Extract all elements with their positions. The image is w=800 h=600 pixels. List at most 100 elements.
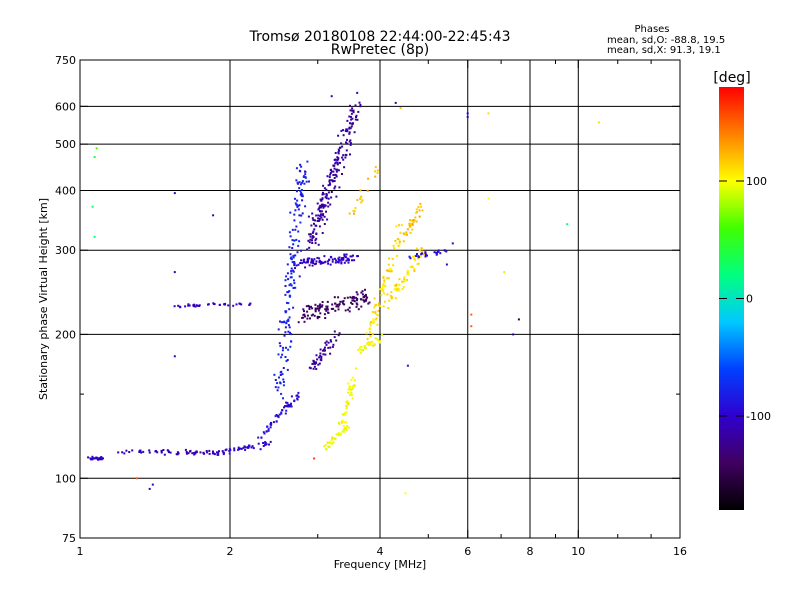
echo-point	[311, 231, 314, 234]
echo-point	[300, 189, 303, 191]
echo-point	[331, 180, 334, 183]
echo-point	[319, 354, 322, 357]
echo-point	[314, 224, 317, 227]
echo-point	[314, 242, 317, 245]
echo-point	[331, 437, 334, 440]
echo-point	[301, 181, 304, 184]
echo-point	[353, 300, 356, 303]
echo-point	[350, 115, 352, 118]
echo-point	[336, 260, 339, 263]
echo-point	[239, 302, 241, 305]
echo-point	[320, 203, 323, 206]
echo-point	[327, 341, 330, 344]
echo-point	[290, 258, 293, 261]
echo-point	[299, 190, 302, 192]
echo-point	[277, 415, 279, 418]
echo-point	[337, 134, 340, 137]
echo-point	[319, 352, 322, 355]
echo-point	[350, 118, 353, 121]
echo-point	[292, 306, 295, 309]
echo-point	[336, 163, 339, 166]
echo-point	[316, 317, 319, 320]
echo-point	[368, 328, 371, 331]
echo-point	[393, 288, 396, 291]
echo-point	[353, 384, 355, 387]
echo-point	[340, 421, 343, 424]
echo-point	[312, 362, 315, 365]
echo-point	[297, 208, 300, 211]
echo-point	[328, 179, 331, 182]
echo-point	[286, 263, 289, 266]
echo-point	[319, 262, 322, 265]
echo-point	[189, 449, 192, 452]
echo-point	[352, 299, 355, 302]
echo-point	[331, 345, 334, 348]
echo-point	[343, 166, 346, 169]
echo-points	[87, 91, 600, 495]
echo-point	[286, 401, 289, 404]
echo-point	[323, 445, 326, 448]
echo-point	[287, 324, 290, 327]
echo-point	[257, 436, 260, 439]
echo-point	[325, 309, 328, 312]
echo-point	[371, 311, 374, 313]
echo-point	[285, 401, 288, 404]
echo-point	[297, 204, 300, 207]
echo-point	[296, 205, 299, 208]
echo-point	[240, 447, 243, 450]
echo-point	[288, 284, 291, 287]
echo-point	[280, 370, 283, 373]
echo-point	[315, 214, 318, 217]
echo-point	[367, 302, 370, 305]
echo-point	[222, 451, 225, 454]
echo-point	[284, 331, 287, 334]
echo-point	[300, 214, 303, 217]
echo-point	[288, 295, 291, 297]
echo-point	[311, 264, 314, 267]
echo-point	[262, 442, 265, 444]
echo-point	[289, 253, 292, 256]
y-tick-label: 300	[55, 244, 76, 257]
echo-point	[355, 114, 358, 117]
echo-point	[328, 180, 331, 183]
echo-point	[311, 239, 313, 242]
echo-point	[287, 291, 290, 294]
echo-point	[336, 156, 339, 159]
echo-point	[316, 315, 319, 318]
echo-point	[155, 450, 158, 452]
echo-point	[322, 184, 325, 187]
echo-point	[398, 242, 401, 245]
echo-point	[375, 317, 378, 320]
echo-point	[320, 355, 323, 358]
echo-point	[318, 316, 321, 318]
echo-point	[276, 389, 279, 392]
echo-point	[336, 433, 339, 436]
echo-point	[211, 452, 214, 455]
echo-point	[352, 111, 355, 114]
echo-point	[301, 199, 304, 202]
echo-point	[162, 449, 165, 451]
echo-point	[275, 420, 278, 423]
echo-point	[326, 307, 329, 310]
echo-point	[221, 450, 224, 453]
echo-point	[369, 322, 372, 325]
echo-point	[297, 395, 300, 398]
echo-point	[378, 341, 381, 344]
echo-point	[347, 391, 350, 394]
echo-point	[237, 446, 240, 449]
echo-point	[344, 156, 347, 159]
echo-point	[281, 353, 284, 356]
y-tick-label: 600	[55, 100, 76, 113]
echo-point	[356, 91, 359, 94]
echo-point	[315, 362, 317, 364]
echo-point	[322, 353, 325, 356]
echo-point	[293, 219, 296, 222]
echo-point	[315, 232, 318, 235]
echo-point	[294, 202, 297, 205]
echo-point	[291, 261, 294, 264]
echo-point	[173, 355, 176, 358]
echo-point	[381, 333, 383, 336]
echo-point	[376, 169, 379, 172]
echo-point	[373, 343, 376, 346]
echo-point	[177, 304, 180, 307]
